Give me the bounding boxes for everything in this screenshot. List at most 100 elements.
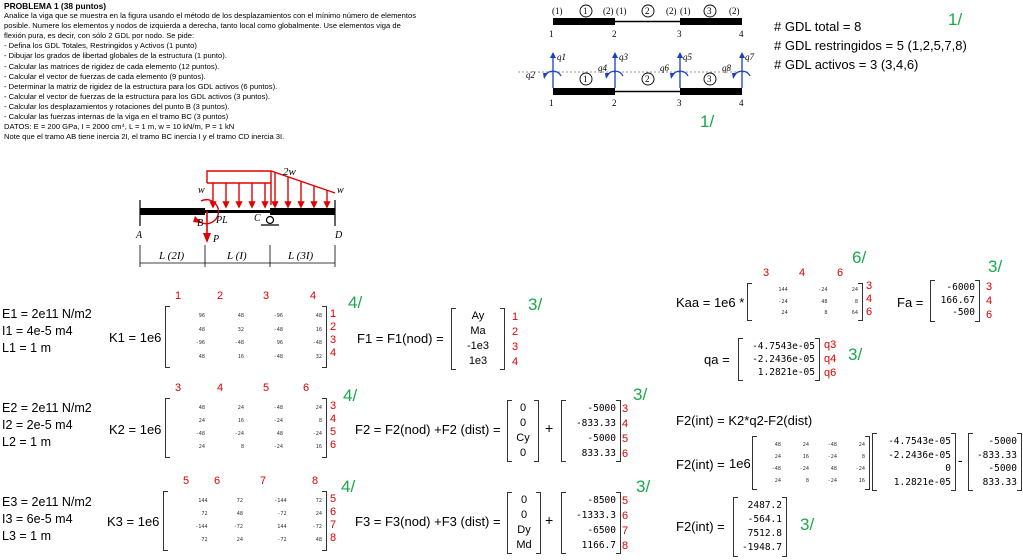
score-mark: 6/ xyxy=(852,248,867,267)
gdl-summary: # GDL total = 8 # GDL restringidos = 5 (… xyxy=(774,17,967,74)
matrix-cell: -24 xyxy=(273,418,283,424)
matrix-cell: 24 xyxy=(198,418,205,424)
load-arrow-head xyxy=(323,201,331,209)
matrix-cell: -48 xyxy=(273,326,283,333)
segment-ab xyxy=(140,208,205,215)
element-number: 3 xyxy=(707,74,712,84)
minus-sign: - xyxy=(958,452,963,468)
matrix-cell: -24 xyxy=(778,298,788,305)
label-c: C xyxy=(254,213,261,224)
matrix-cell: 48 xyxy=(198,405,205,411)
matrix-cell: 16 xyxy=(858,478,865,484)
dof-label: q3 xyxy=(619,52,629,62)
matrix-cell: 48 xyxy=(830,466,837,472)
f3-dist-vector: -8500 -1333.3 -6500 1166.7 xyxy=(561,492,621,554)
dof-label: q7 xyxy=(745,52,755,62)
f2-label: F2 = F2(nod) +F2 (dist) = xyxy=(355,422,501,437)
matrix-cell: 48 xyxy=(236,511,243,517)
matrix-cell: 48 xyxy=(315,537,322,543)
task-item: - Defina los GDL Totales, Restringidos y… xyxy=(4,41,197,51)
load-arrow-head xyxy=(271,201,279,209)
matrix-cell: -24 xyxy=(273,444,283,450)
load-arrow-head xyxy=(284,201,292,209)
matrix-cell: -96 xyxy=(195,340,205,346)
element-number: 1 xyxy=(583,6,588,16)
element-number: 3 xyxy=(707,6,712,16)
global-node: 3 xyxy=(677,29,682,39)
matrix-cell: -48 xyxy=(195,431,205,437)
matrix-cell: 24 xyxy=(198,444,205,450)
load-arrow-head xyxy=(261,201,269,209)
matrix-cell: 48 xyxy=(198,326,205,333)
problem-title: PROBLEMA 1 (38 puntos) xyxy=(4,1,107,11)
load-arrow-head xyxy=(248,201,256,209)
qa-dofs: q3 q4 q6 xyxy=(824,339,837,379)
matrix-cell: -24 xyxy=(818,287,828,293)
problem-intro-line: flexión pura, es decir, con sólo 2 GDL p… xyxy=(4,31,195,41)
task-item: - Dibujar los grados de libertad globale… xyxy=(4,51,227,61)
f2-dist-vector: -5000 -833.33 -5000 833.33 xyxy=(561,400,621,462)
label-pl: PL xyxy=(215,215,228,226)
problem-data: DATOS: E = 200 GPa, I = 2000 cm⁴, L = 1 … xyxy=(4,122,235,132)
matrix-cell: 24 xyxy=(315,511,322,517)
matrix-cell: 144 xyxy=(198,498,208,504)
matrix-cell: -48 xyxy=(771,466,781,472)
fint-k2-matrix: 48 24 -48 24 24 16 -24 8 -48 -24 48 -24 24 8 -24 16 xyxy=(752,436,870,490)
element-3-props: E3 = 2e11 N/m2 I3 = 6e-5 m4 L3 = 1 m xyxy=(2,494,92,545)
matrix-cell: 144 xyxy=(778,287,788,293)
element-e: E3 = 2e11 N/m2 xyxy=(2,495,92,509)
dof-label: q6 xyxy=(660,63,670,73)
k3-label: K3 = 1e6 xyxy=(107,514,160,529)
span-label-2: L (I) xyxy=(226,250,247,262)
fa-vector: -6000 166.67 -500 xyxy=(930,280,980,322)
fint-f2dist-vector: -5000 -833.33 -5000 833.33 xyxy=(968,433,1022,491)
f2-nod-vector: 0 0 Cy 0 xyxy=(507,400,539,462)
global-node: 1 xyxy=(549,29,554,39)
matrix-cell: -48 xyxy=(234,340,244,346)
dof-diagram: 1 2 3 q1 q2 q3 q4 q5 q6 q7 q8 1 2 3 4 xyxy=(518,52,755,108)
score-mark: 3/ xyxy=(800,515,815,534)
fint-label: F2(int) = xyxy=(676,457,725,472)
matrix-cell: 24 xyxy=(774,478,781,484)
matrix-cell: 24 xyxy=(774,454,781,460)
score-mark: 4/ xyxy=(348,293,363,312)
score-mark: 4/ xyxy=(343,386,358,405)
task-item: - Determinar la matriz de rigidez de la … xyxy=(4,81,278,91)
element-l: L1 = 1 m xyxy=(2,341,51,355)
matrix-cell: -144 xyxy=(195,524,208,530)
fint-result-vector: 2487.2 -564.1 7512.8 -1948.7 xyxy=(733,497,787,557)
score-mark: 1/ xyxy=(948,10,963,29)
f1-nod-vector: Ay Ma -1e3 1e3 xyxy=(451,308,505,370)
gdl-activos: # GDL activos = 3 (3,4,6) xyxy=(774,57,919,72)
matrix-cell: 16 xyxy=(315,326,322,333)
score-mark: 1/ xyxy=(700,112,715,131)
matrix-cell: 16 xyxy=(237,418,244,424)
load-arrow-head xyxy=(222,201,230,209)
load-label-w-left: w xyxy=(198,185,205,196)
matrix-cell: -24 xyxy=(855,466,865,472)
element-2-props: E2 = 2e11 N/m2 I2 = 2e-5 m4 L2 = 1 m xyxy=(2,400,92,451)
moment-pl xyxy=(196,198,220,225)
global-node: 1 xyxy=(549,98,554,108)
element-number: 1 xyxy=(583,74,588,84)
matrix-cell: -48 xyxy=(273,353,283,360)
problem-intro-line: posible. Numere los elementos y nodos de… xyxy=(4,21,401,31)
dof-label: q1 xyxy=(557,52,566,62)
dof-label: q8 xyxy=(722,63,732,73)
fint-q2-vector: -4.7543e-05 -2.2436e-05 0 1.2821e-05 xyxy=(872,433,956,491)
matrix-cell: 96 xyxy=(198,313,205,319)
kaa-matrix: 144 -24 24 -24 48 8 24 8 64 xyxy=(747,283,863,321)
score-mark: 4/ xyxy=(341,477,356,496)
matrix-cell: 8 xyxy=(861,454,865,460)
fint-result-label: F2(int) = xyxy=(676,519,725,534)
k1-label: K1 = 1e6 xyxy=(109,330,162,345)
label-b: B xyxy=(197,218,203,229)
dof-label: q5 xyxy=(683,52,693,62)
matrix-cell: 48 xyxy=(774,442,781,448)
task-item: - Calcular las matrices de rigidez de ca… xyxy=(4,61,220,71)
